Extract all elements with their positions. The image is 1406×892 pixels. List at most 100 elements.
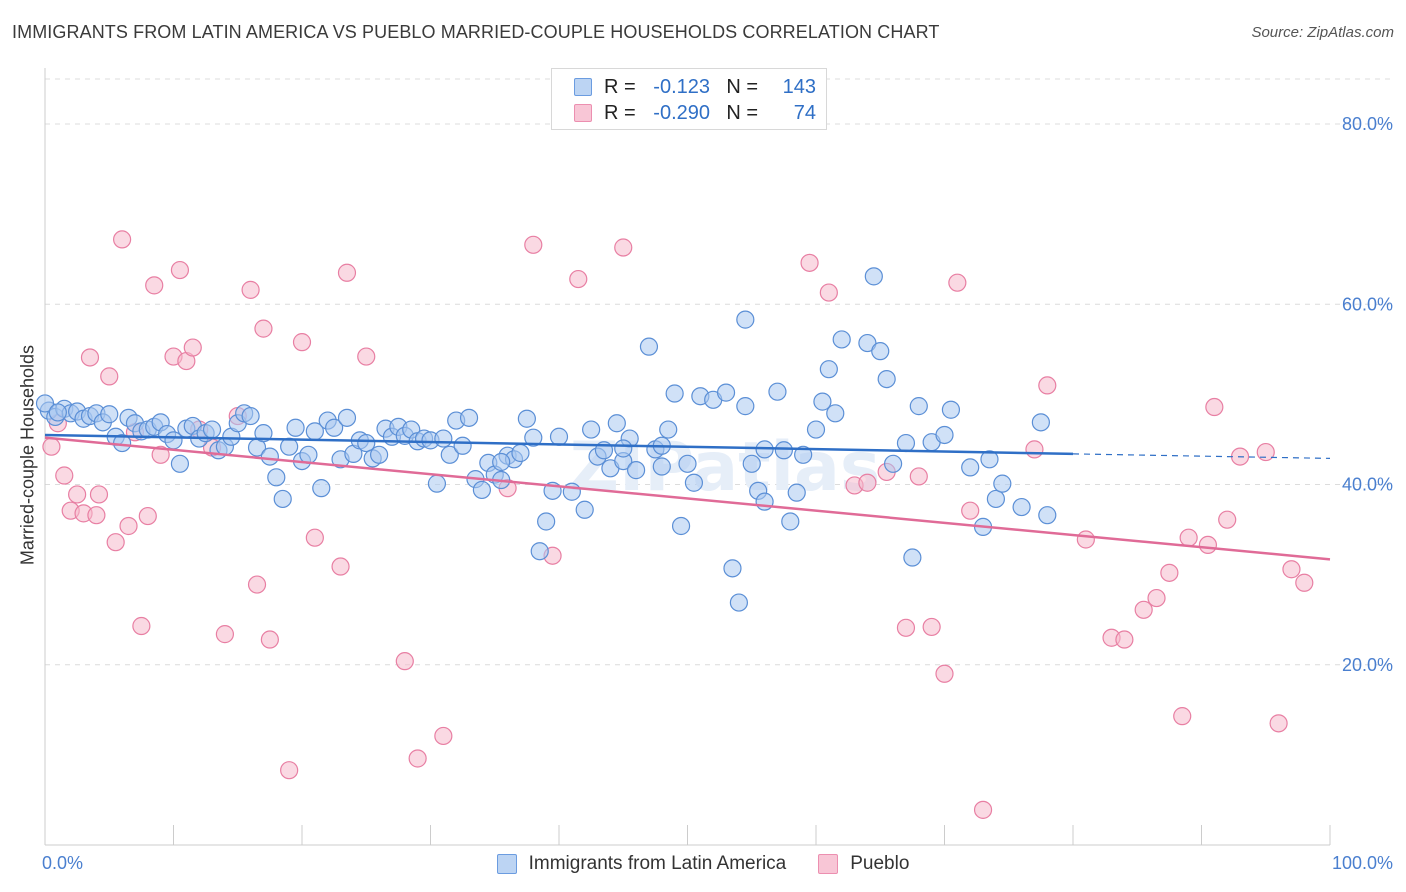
pueblo-point	[337, 263, 357, 282]
pueblo-point	[100, 367, 119, 386]
latin-america-point	[582, 420, 601, 439]
pueblo-point	[614, 238, 633, 257]
latin-america-point	[639, 337, 659, 356]
latin-america-point	[832, 330, 851, 349]
pueblo-point	[408, 749, 427, 768]
r-value: -0.290	[653, 101, 710, 124]
latin-america-point	[781, 512, 800, 531]
pueblo-point	[1115, 630, 1134, 649]
source-label: Source: ZipAtlas.com	[1251, 24, 1394, 41]
latin-america-point	[794, 445, 813, 464]
latin-america-point	[427, 474, 447, 493]
pueblo-point	[922, 617, 941, 637]
latin-america-point	[517, 409, 536, 428]
latin-america-point	[170, 454, 190, 473]
pueblo-point	[1179, 528, 1198, 547]
latin-america-point	[768, 382, 787, 401]
latin-america-point	[941, 400, 961, 419]
pueblo-point	[119, 516, 138, 536]
latin-america-point	[280, 437, 299, 456]
pueblo-point	[1038, 376, 1057, 395]
pueblo-point	[254, 319, 273, 338]
pueblo-point	[357, 347, 376, 366]
latin-america-trend-line	[44, 433, 1074, 456]
latin-america-point	[1031, 413, 1050, 432]
latin-america-point	[729, 593, 749, 612]
latin-america-point	[665, 384, 684, 403]
pueblo-point	[800, 253, 819, 272]
pueblo-points	[42, 230, 1314, 819]
pueblo-point	[112, 230, 132, 249]
latin-america-point	[935, 425, 954, 445]
pueblo-point	[151, 445, 170, 464]
pueblo-point	[331, 557, 350, 576]
latin-america-point	[459, 408, 479, 427]
latin-america-point	[511, 443, 530, 463]
y-tick-label: 60.0%	[1342, 294, 1393, 314]
pueblo-point	[1269, 714, 1288, 733]
latin-america-point	[607, 414, 626, 433]
pueblo-point	[858, 473, 877, 492]
pueblo-point	[1205, 397, 1224, 417]
latin-america-point	[736, 310, 755, 329]
r-label: R =	[604, 101, 636, 124]
blue-swatch-icon	[574, 78, 592, 96]
pueblo-point	[1198, 535, 1218, 555]
stats-row-pueblo: R = -0.290 N = 74	[574, 101, 816, 125]
pueblo-point	[68, 485, 87, 504]
pueblo-point	[896, 618, 916, 637]
tick-labels: 20.0% 40.0% 60.0% 80.0% 0.0% 100.0%	[42, 114, 1393, 873]
pueblo-point	[292, 333, 312, 352]
pueblo-point	[395, 652, 414, 671]
latin-america-point	[241, 406, 260, 426]
latin-america-point	[871, 342, 890, 361]
latin-america-point	[684, 473, 704, 492]
latin-america-point	[492, 452, 511, 472]
latin-america-trend-extension	[1072, 453, 1331, 459]
pueblo-point	[569, 269, 588, 289]
latin-america-point	[806, 420, 826, 439]
pueblo-point	[42, 437, 61, 456]
pueblo-point	[241, 280, 260, 299]
pink-swatch-icon	[574, 104, 592, 122]
latin-america-point	[286, 418, 305, 437]
n-label: N =	[726, 75, 758, 98]
latin-america-point	[453, 436, 472, 455]
pueblo-point	[305, 528, 324, 547]
latin-america-point	[202, 420, 222, 439]
y-tick-label: 20.0%	[1342, 655, 1393, 675]
pueblo-point	[55, 466, 74, 485]
pueblo-point	[1173, 707, 1192, 726]
latin-america-point	[575, 500, 594, 519]
n-value: 74	[793, 101, 816, 124]
latin-america-point	[858, 333, 877, 353]
latin-america-point	[273, 489, 292, 509]
r-label: R =	[604, 75, 636, 98]
pueblo-point	[1076, 530, 1095, 549]
latin-america-point	[678, 454, 697, 473]
pueblo-point	[80, 348, 100, 367]
latin-america-point	[48, 403, 67, 422]
latin-america-point	[530, 542, 549, 561]
latin-america-point	[440, 445, 459, 464]
latin-america-point	[736, 397, 755, 416]
pueblo-point	[434, 726, 453, 746]
latin-america-point	[537, 512, 556, 531]
chart-title: IMMIGRANTS FROM LATIN AMERICA VS PUEBLO …	[12, 22, 940, 42]
latin-america-point	[100, 405, 119, 424]
latin-america-point	[254, 424, 273, 443]
latin-america-point	[357, 433, 376, 453]
pueblo-point	[145, 276, 164, 295]
latin-america-point	[434, 429, 453, 448]
y-tick-label: 80.0%	[1342, 114, 1393, 134]
pueblo-point	[948, 273, 967, 292]
latin-america-point	[980, 450, 999, 469]
latin-america-point	[903, 548, 922, 567]
latin-america-point	[659, 420, 678, 439]
pueblo-point	[1295, 573, 1314, 592]
latin-america-point	[325, 418, 344, 437]
y-tick-label: 40.0%	[1342, 475, 1393, 495]
pueblo-trend-line	[44, 436, 1331, 561]
pueblo-point	[973, 800, 993, 819]
latin-america-point	[614, 439, 633, 458]
